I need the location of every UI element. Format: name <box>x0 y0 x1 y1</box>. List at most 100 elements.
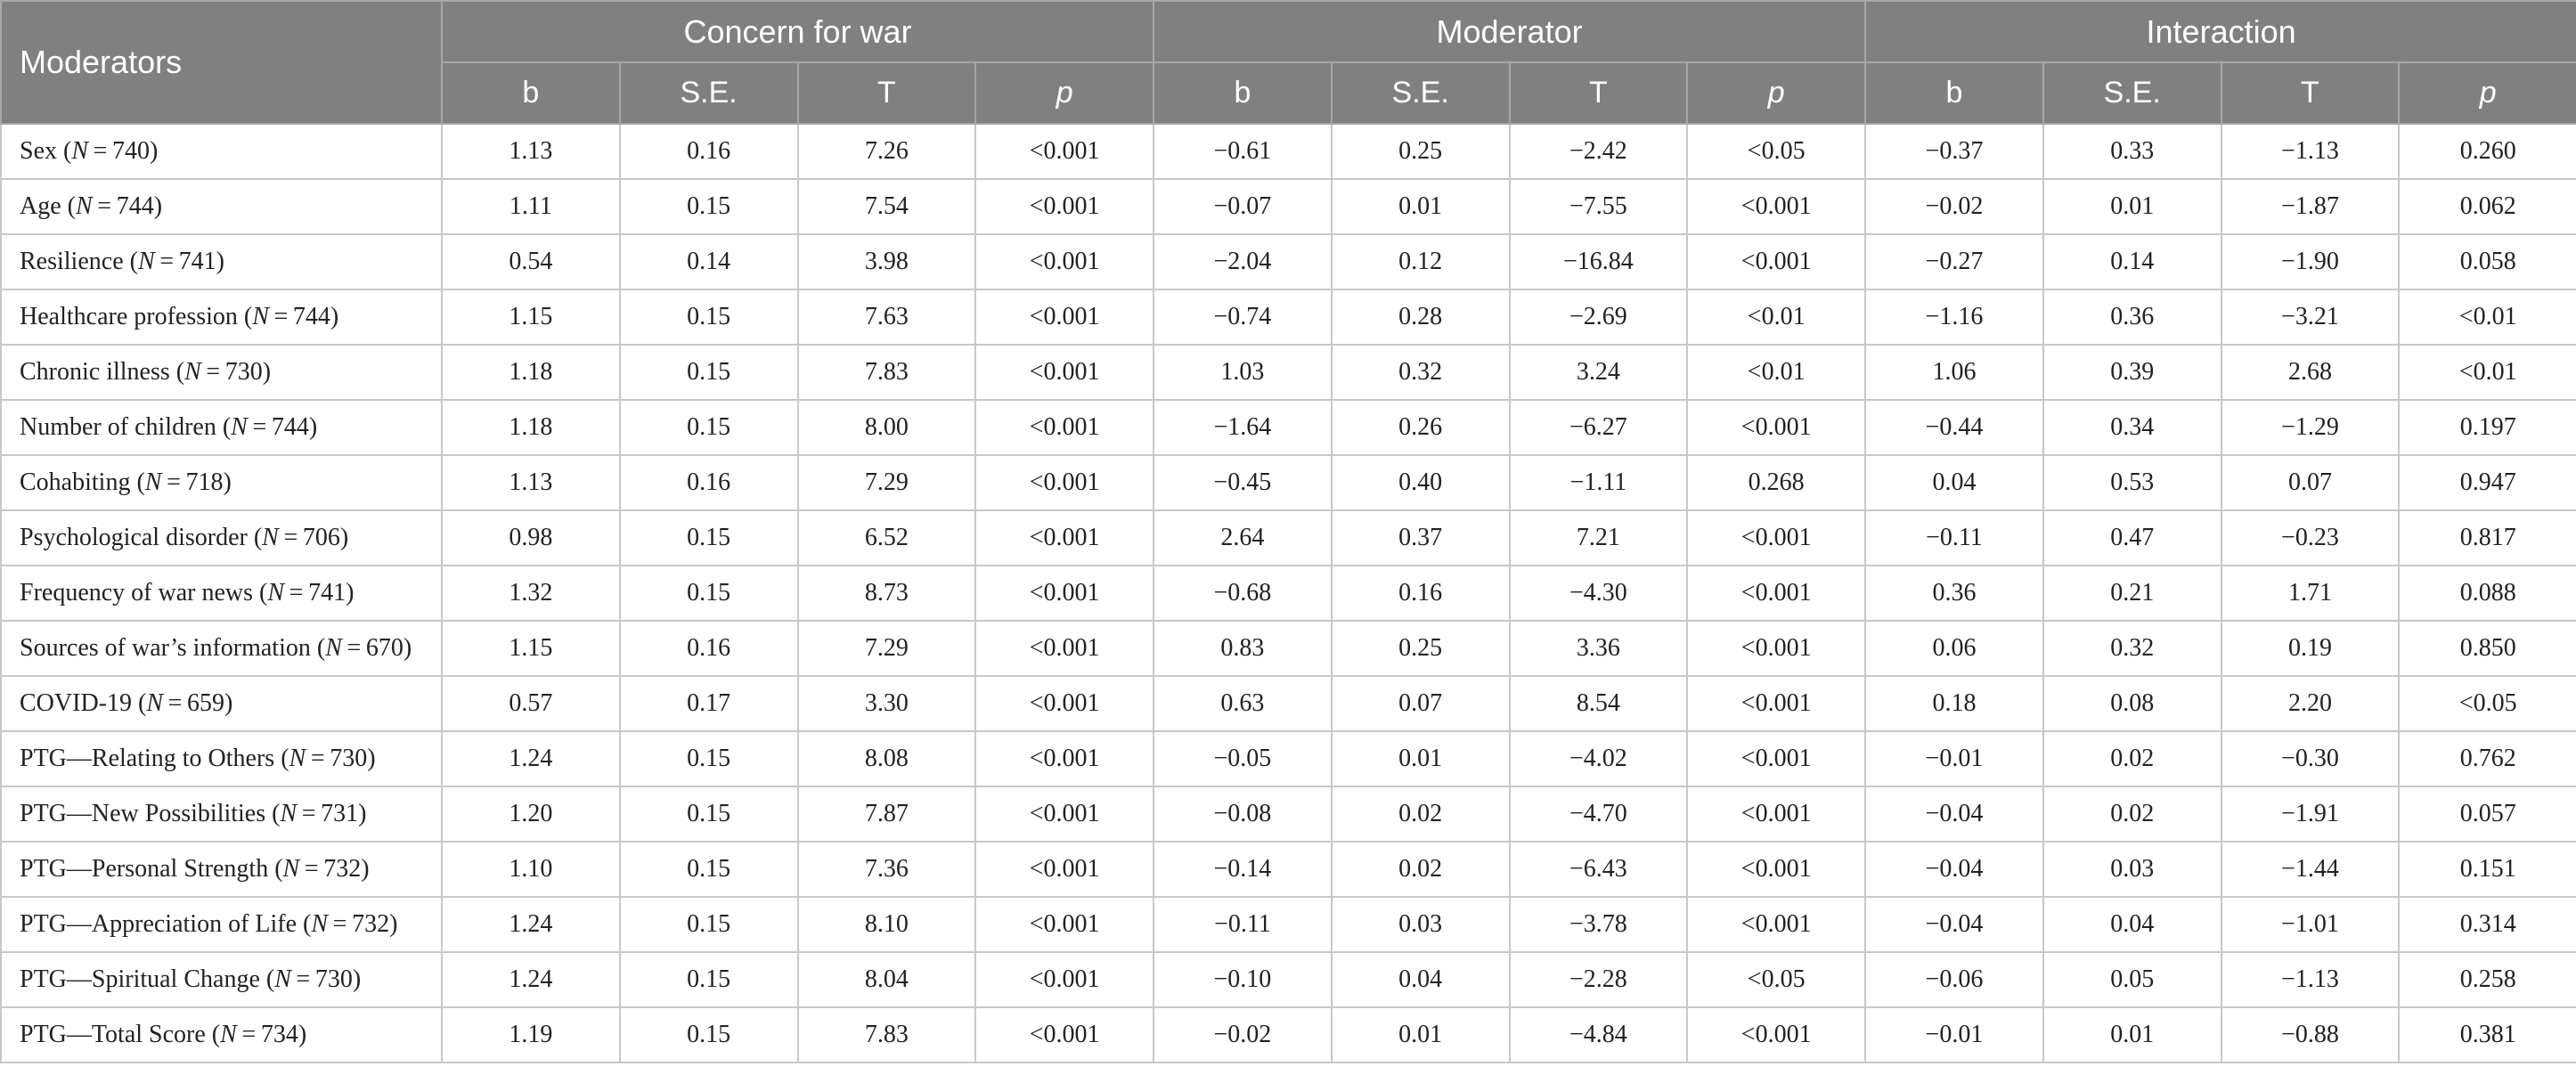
value-cell-b: 1.13 <box>441 454 621 511</box>
moderator-label-cell: Cohabiting (N = 718) <box>0 454 443 511</box>
value-cell-p: <0.001 <box>974 178 1155 235</box>
value-cell-se: 0.21 <box>2042 565 2222 622</box>
value-cell-p: 0.762 <box>2398 730 2576 787</box>
value-cell-b: −0.45 <box>1153 454 1333 511</box>
value-cell-b: 1.06 <box>1864 344 2044 401</box>
sample-size: 741 <box>178 248 216 275</box>
table-header: Moderators Concern for war Moderator Int… <box>0 0 2576 125</box>
value-cell-t: −4.84 <box>1508 1006 1689 1063</box>
value-cell-t: −6.43 <box>1508 841 1689 898</box>
moderator-label-cell: Psychological disorder (N = 706) <box>0 509 443 566</box>
value-cell-se: 0.15 <box>618 951 799 1008</box>
group-header-interaction: Interaction <box>1864 0 2576 63</box>
value-cell-b: −0.04 <box>1864 786 2044 843</box>
sample-size: 730 <box>330 745 368 772</box>
value-cell-p: <0.001 <box>974 344 1155 401</box>
table-row: PTG—Spiritual Change (N = 730) 1.24 0.15 8.… <box>0 951 2576 1008</box>
table-row: PTG—Total Score (N = 734) 1.19 0.15 7.83 <0.… <box>0 1006 2576 1063</box>
value-cell-p: 0.258 <box>2398 951 2576 1008</box>
value-cell-p: 0.088 <box>2398 565 2576 622</box>
value-cell-b: −1.16 <box>1864 289 2044 346</box>
value-cell-t: 0.07 <box>2220 454 2401 511</box>
value-cell-t: −0.30 <box>2220 730 2401 787</box>
value-cell-se: 0.16 <box>618 620 799 677</box>
value-cell-t: 3.30 <box>796 675 977 732</box>
moderator-name: Chronic illness <box>20 358 170 386</box>
table-row: Chronic illness (N = 730) 1.18 0.15 7.83 <0.… <box>0 344 2576 401</box>
moderator-label-cell: PTG—Appreciation of Life (N = 732) <box>0 896 443 953</box>
value-cell-se: 0.15 <box>618 178 799 235</box>
value-cell-t: −2.69 <box>1508 289 1689 346</box>
sample-size: 730 <box>314 965 353 993</box>
value-cell-se: 0.02 <box>1330 841 1511 898</box>
value-cell-b: −0.02 <box>1153 1006 1333 1063</box>
value-cell-p: <0.001 <box>1686 565 1867 622</box>
value-cell-p: <0.001 <box>974 509 1155 566</box>
value-cell-t: −3.78 <box>1508 896 1689 953</box>
sample-size: 740 <box>112 137 151 165</box>
moderator-label-cell: Age (N = 744) <box>0 178 443 235</box>
group-header-concern-for-war: Concern for war <box>440 0 1155 63</box>
value-cell-p: <0.01 <box>2398 344 2576 401</box>
value-cell-p: 0.314 <box>2398 896 2576 953</box>
value-cell-se: 0.15 <box>618 289 799 346</box>
value-cell-se: 0.32 <box>1330 344 1511 401</box>
value-cell-p: 0.817 <box>2398 509 2576 566</box>
value-cell-p: <0.001 <box>1686 675 1867 732</box>
value-cell-b: 0.06 <box>1864 620 2044 677</box>
value-cell-se: 0.32 <box>2042 620 2222 677</box>
value-cell-t: −16.84 <box>1508 233 1689 290</box>
value-cell-t: 7.63 <box>796 289 977 346</box>
subheader-p: p <box>974 61 1155 125</box>
value-cell-t: 6.52 <box>796 509 977 566</box>
value-cell-p: <0.001 <box>974 565 1155 622</box>
value-cell-se: 0.02 <box>2042 786 2222 843</box>
value-cell-t: −1.13 <box>2220 123 2401 180</box>
value-cell-b: 1.15 <box>441 289 621 346</box>
value-cell-se: 0.16 <box>618 123 799 180</box>
value-cell-t: −2.28 <box>1508 951 1689 1008</box>
table-row: Sex (N = 740) 1.13 0.16 7.26 <0.001 −0.61 0.25… <box>0 123 2576 180</box>
moderator-name: PTG—Relating to Others <box>20 745 275 772</box>
value-cell-se: 0.01 <box>2042 178 2222 235</box>
value-cell-se: 0.40 <box>1330 454 1511 511</box>
value-cell-b: 0.57 <box>441 675 621 732</box>
value-cell-p: <0.001 <box>974 951 1155 1008</box>
value-cell-se: 0.03 <box>1330 896 1511 953</box>
value-cell-t: −1.91 <box>2220 786 2401 843</box>
moderator-label-cell: PTG—Spiritual Change (N = 730) <box>0 951 443 1008</box>
table-row: Healthcare profession (N = 744) 1.15 0.15 7… <box>0 289 2576 346</box>
value-cell-p: 0.850 <box>2398 620 2576 677</box>
sample-size: 670 <box>365 634 404 662</box>
value-cell-b: 0.83 <box>1153 620 1333 677</box>
sample-size: 659 <box>187 689 225 717</box>
moderator-name: PTG—Total Score <box>20 1021 206 1048</box>
subheader-se: S.E. <box>618 61 799 125</box>
moderator-label-cell: Healthcare profession (N = 744) <box>0 289 443 346</box>
value-cell-se: 0.02 <box>1330 786 1511 843</box>
subheader-se: S.E. <box>1330 61 1511 125</box>
moderator-label-cell: Frequency of war news (N = 741) <box>0 565 443 622</box>
value-cell-t: 8.00 <box>796 399 977 456</box>
value-cell-t: 2.68 <box>2220 344 2401 401</box>
subheader-b: b <box>1864 61 2044 125</box>
value-cell-t: −4.30 <box>1508 565 1689 622</box>
sample-size: 718 <box>185 468 224 496</box>
value-cell-b: 1.03 <box>1153 344 1333 401</box>
table-row: PTG—Relating to Others (N = 730) 1.24 0.15… <box>0 730 2576 787</box>
value-cell-b: −0.02 <box>1864 178 2044 235</box>
value-cell-b: 1.15 <box>441 620 621 677</box>
moderator-name: Age <box>20 192 61 220</box>
moderator-name: Frequency of war news <box>20 579 254 607</box>
value-cell-t: 3.24 <box>1508 344 1689 401</box>
value-cell-t: −7.55 <box>1508 178 1689 235</box>
value-cell-t: −0.88 <box>2220 1006 2401 1063</box>
sample-size: 744 <box>292 303 330 330</box>
moderator-name: Sources of war’s information <box>20 634 311 662</box>
value-cell-p: <0.001 <box>1686 730 1867 787</box>
value-cell-t: 7.21 <box>1508 509 1689 566</box>
value-cell-b: −0.14 <box>1153 841 1333 898</box>
table-row: PTG—Appreciation of Life (N = 732) 1.24 0.… <box>0 896 2576 953</box>
moderator-name: Healthcare profession <box>20 303 238 330</box>
